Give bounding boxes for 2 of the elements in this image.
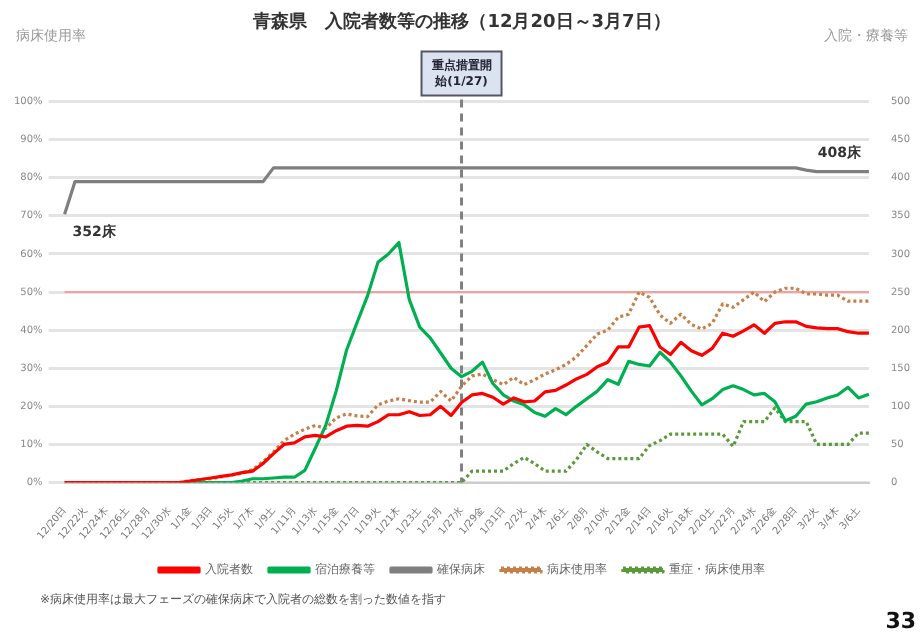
text: 33	[885, 607, 916, 634]
chart-title: 青森県 入院者数等の推移（12月20日～3月7日）	[251, 11, 671, 34]
